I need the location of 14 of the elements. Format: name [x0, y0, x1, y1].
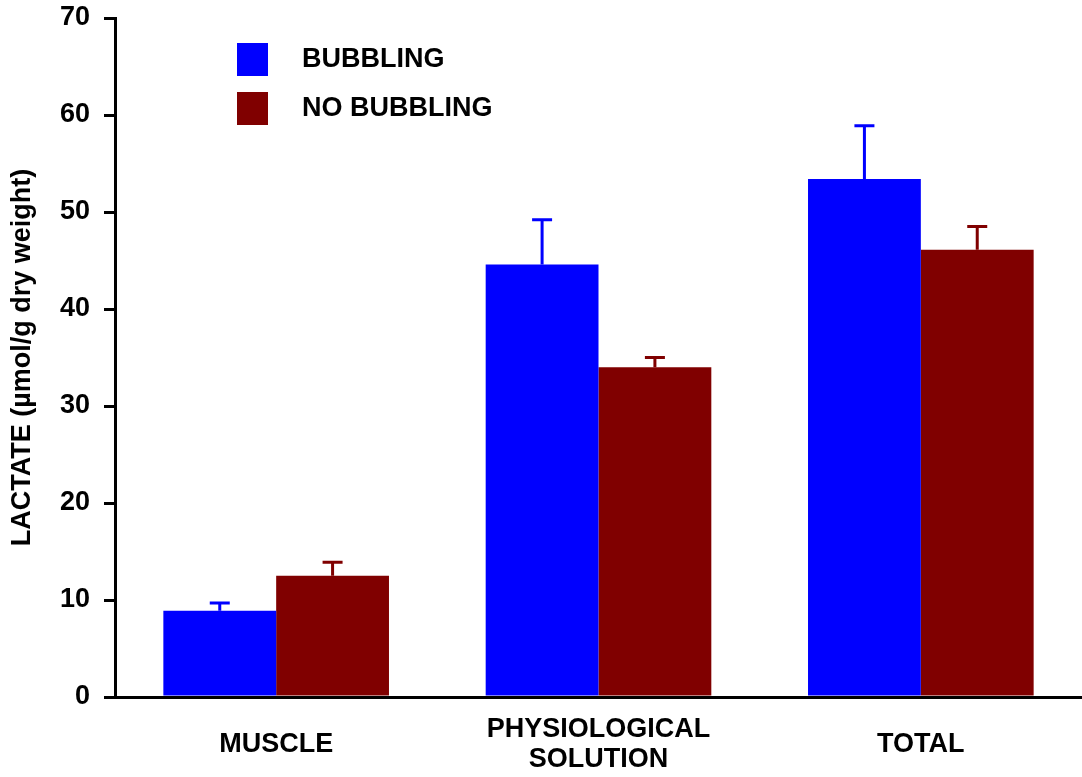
x-tick-label: TOTAL — [877, 728, 965, 759]
y-tick-label: 0 — [74, 680, 90, 711]
y-tick-label: 50 — [59, 195, 90, 226]
y-tick-label: 10 — [59, 583, 90, 614]
y-tick-label: 30 — [59, 389, 90, 420]
y-tick-label: 70 — [59, 1, 90, 32]
y-axis-title: LACTATE (µmol/g dry weight) — [6, 168, 37, 547]
legend-label: NO BUBBLING — [302, 91, 493, 122]
legend-label: BUBBLING — [302, 42, 445, 73]
y-tick-label: 40 — [59, 292, 90, 323]
x-tick-label: MUSCLE — [219, 728, 334, 759]
y-tick-label: 20 — [59, 486, 90, 517]
y-tick-label: 60 — [59, 98, 90, 129]
x-tick-label: PHYSIOLOGICAL SOLUTION — [486, 713, 711, 774]
